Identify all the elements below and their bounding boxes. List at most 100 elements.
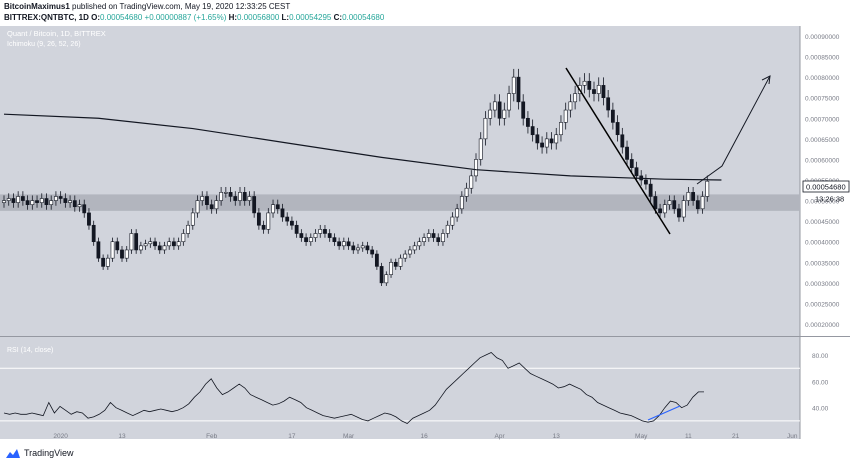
candle-down xyxy=(209,204,214,210)
candle-up xyxy=(441,233,445,243)
candle-down xyxy=(587,80,592,90)
candle-up xyxy=(238,192,242,201)
candle-up xyxy=(167,241,172,247)
time-tick-label: 13 xyxy=(118,433,126,440)
candle-up xyxy=(341,241,346,247)
candle-up xyxy=(6,198,11,201)
candle-up xyxy=(360,245,365,249)
bar-countdown: 13:26:38 xyxy=(815,195,844,204)
time-tick-label: Apr xyxy=(495,433,506,440)
candle-up xyxy=(667,200,672,205)
candle-up xyxy=(573,93,578,103)
time-axis[interactable] xyxy=(0,439,850,443)
candle-down xyxy=(431,233,436,238)
high-value: 0.00056800 xyxy=(237,13,280,22)
candle-down xyxy=(370,249,375,255)
support-zone xyxy=(0,194,800,211)
price-tick-label: 0.00045000 xyxy=(805,219,840,226)
candle-down xyxy=(653,196,658,210)
candle-down xyxy=(346,241,351,247)
price-tick-label: 0.00020000 xyxy=(805,322,840,329)
projection-arrow xyxy=(696,75,771,185)
candle-up xyxy=(105,257,110,267)
price-tick-label: 0.00065000 xyxy=(805,137,840,144)
candle-up xyxy=(488,109,493,119)
price-pane[interactable] xyxy=(0,26,800,336)
candle-up xyxy=(686,192,691,201)
rsi-title: RSI (14, close) xyxy=(7,347,53,354)
price-axis[interactable] xyxy=(800,26,850,439)
candle-up xyxy=(426,233,431,238)
candle-up xyxy=(186,224,190,234)
candle-down xyxy=(337,241,342,247)
candle-down xyxy=(285,216,290,222)
candle-down xyxy=(63,198,68,203)
chart-header: BitcoinMaximus1 published on TradingView… xyxy=(0,0,850,26)
publish-line: BitcoinMaximus1 published on TradingView… xyxy=(4,2,290,11)
candles xyxy=(2,68,710,286)
candle-up xyxy=(49,200,54,205)
tradingview-logo[interactable]: TradingView xyxy=(6,448,74,458)
time-tick-label: Jun xyxy=(787,433,798,440)
tradingview-icon xyxy=(6,449,20,458)
candle-up xyxy=(478,138,483,160)
rsi-ticks: 80.00 60.00 40.00 xyxy=(812,353,829,413)
price-tick-label: 0.00030000 xyxy=(805,281,840,288)
low-value: 0.00054295 xyxy=(289,13,332,22)
candle-down xyxy=(134,233,139,251)
symbol-label[interactable]: BITTREX:QNTBTC, 1D xyxy=(4,13,89,22)
candle-down xyxy=(497,101,502,119)
candle-up xyxy=(2,200,6,203)
candle-down xyxy=(261,224,266,230)
time-tick-label: 21 xyxy=(732,433,740,440)
candle-down xyxy=(526,117,530,127)
candle-down xyxy=(365,245,370,251)
candle-down xyxy=(101,257,106,267)
candle-down xyxy=(620,134,625,148)
time-tick-label: Mar xyxy=(343,433,355,440)
candle-up xyxy=(138,245,143,251)
candle-down xyxy=(530,126,535,136)
candle-down xyxy=(72,200,77,208)
candle-down xyxy=(252,196,257,214)
author-name[interactable]: BitcoinMaximus1 xyxy=(4,2,70,11)
candle-up xyxy=(483,117,488,140)
candle-down xyxy=(96,241,101,259)
candle-up xyxy=(30,200,35,205)
tradingview-brand: TradingView xyxy=(24,448,74,458)
descending-trendline xyxy=(565,67,671,235)
candle-up xyxy=(271,204,275,214)
time-tick-label: 16 xyxy=(420,433,428,440)
rsi-divergence-line xyxy=(647,405,681,421)
candle-down xyxy=(615,122,620,136)
price-chart[interactable]: 0.00090000 0.00085000 0.00080000 0.00075000… xyxy=(0,26,850,443)
price-ticks: 0.00090000 0.00085000 0.00080000 0.00075000… xyxy=(805,34,840,329)
candle-up xyxy=(412,245,417,251)
chart-footer: TradingView xyxy=(0,443,850,464)
candle-up xyxy=(124,249,129,259)
time-tick-label: 2020 xyxy=(53,433,68,440)
candle-up xyxy=(39,198,44,203)
candle-up xyxy=(502,109,507,119)
price-tick-label: 0.00080000 xyxy=(805,75,840,82)
candle-down xyxy=(11,198,16,203)
candle-up xyxy=(68,200,72,203)
price-tick-label: 0.00075000 xyxy=(805,96,840,103)
pane-title: Quant / Bitcoin, 1D, BITTREX xyxy=(7,29,106,38)
candle-up xyxy=(554,134,559,144)
high-label: H: xyxy=(228,13,238,22)
price-tick-label: 0.00090000 xyxy=(805,34,840,41)
time-tick-label: May xyxy=(635,433,648,440)
candle-up xyxy=(455,208,460,218)
candle-down xyxy=(20,196,25,201)
candle-down xyxy=(58,196,63,199)
candle-down xyxy=(228,192,233,197)
time-tick-label: 11 xyxy=(685,433,692,440)
candle-up xyxy=(313,233,318,238)
candle-down xyxy=(521,101,526,119)
rsi-pane[interactable] xyxy=(0,337,800,439)
candle-up xyxy=(582,80,587,86)
candle-up xyxy=(389,261,393,275)
candle-down xyxy=(275,204,280,210)
candle-down xyxy=(549,138,554,144)
